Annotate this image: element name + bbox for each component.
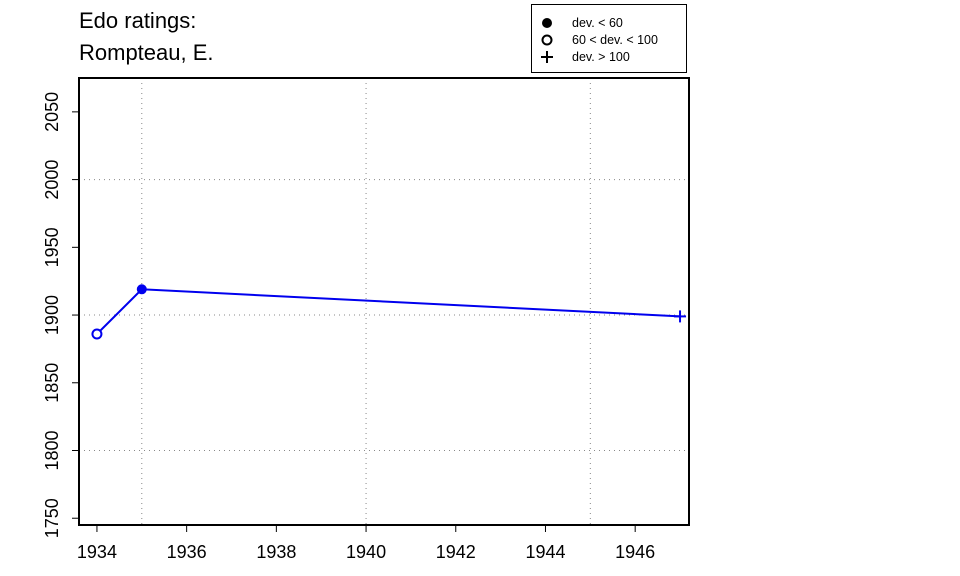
legend-item-dev-gt-100: dev. > 100: [532, 48, 686, 66]
chart-title-line-2: Rompteau, E.: [79, 40, 214, 65]
legend-label: dev. > 100: [572, 50, 630, 64]
open-circle-icon: [541, 34, 553, 46]
y-tick-label: 1750: [42, 498, 62, 538]
legend-label: dev. < 60: [572, 16, 623, 30]
y-tick-label: 2050: [42, 92, 62, 132]
x-tick-label: 1936: [167, 542, 207, 562]
legend-item-dev-lt-60: dev. < 60: [532, 14, 686, 32]
x-tick-label: 1944: [525, 542, 565, 562]
filled-circle-icon: [542, 18, 552, 28]
y-tick-label: 1800: [42, 430, 62, 470]
data-point-open: [91, 328, 103, 340]
x-tick-label: 1942: [436, 542, 476, 562]
series-line: [96, 288, 681, 335]
legend-item-dev-60-100: 60 < dev. < 100: [532, 31, 686, 49]
data-point-filled: [136, 284, 147, 295]
plus-icon: [541, 51, 553, 63]
x-tick-label: 1946: [615, 542, 655, 562]
y-tick-label: 1900: [42, 295, 62, 335]
y-tick-label: 2000: [42, 160, 62, 200]
y-tick-label: 1950: [42, 227, 62, 267]
x-tick-label: 1938: [256, 542, 296, 562]
data-point-plus: [674, 310, 687, 323]
x-tick-label: 1934: [77, 542, 117, 562]
legend-label: 60 < dev. < 100: [572, 33, 658, 47]
chart-legend: dev. < 60 60 < dev. < 100 dev. > 100: [531, 4, 687, 73]
chart-title-line-1: Edo ratings:: [79, 8, 197, 33]
plot-frame: [78, 77, 690, 526]
y-tick-label: 1850: [42, 363, 62, 403]
x-tick-label: 1940: [346, 542, 386, 562]
